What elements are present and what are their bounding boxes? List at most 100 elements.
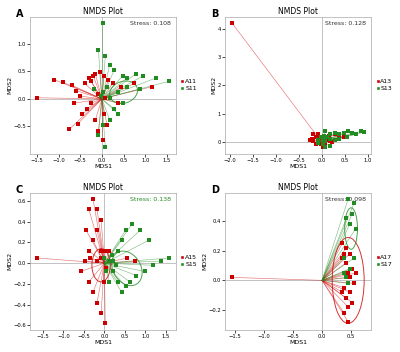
Point: [345, 128, 352, 134]
Point: [347, 275, 353, 280]
Point: [81, 81, 88, 86]
Point: [349, 211, 356, 216]
Point: [86, 207, 92, 212]
Point: [352, 270, 359, 276]
Point: [347, 266, 353, 271]
Point: [103, 265, 110, 271]
Point: [336, 133, 342, 139]
Point: [106, 62, 113, 68]
Point: [124, 75, 130, 81]
Point: [345, 270, 351, 276]
Point: [90, 73, 96, 78]
Point: [324, 137, 330, 143]
Point: [111, 68, 117, 73]
Point: [66, 126, 72, 132]
Point: [111, 106, 117, 112]
Point: [336, 131, 342, 137]
Legend: A15, S15: A15, S15: [180, 254, 198, 268]
Point: [86, 75, 92, 81]
Point: [132, 71, 139, 77]
Point: [95, 128, 102, 134]
Title: NMDS Plot: NMDS Plot: [278, 183, 318, 192]
Point: [158, 258, 164, 264]
Point: [114, 279, 121, 285]
Point: [98, 248, 104, 253]
Point: [60, 80, 66, 85]
Point: [345, 304, 351, 310]
Point: [70, 100, 77, 106]
Point: [131, 81, 138, 86]
Point: [98, 93, 104, 99]
Y-axis label: MDS2: MDS2: [7, 76, 12, 94]
Point: [133, 273, 140, 278]
Text: Stress: 0.108: Stress: 0.108: [130, 21, 171, 26]
Point: [106, 258, 112, 264]
Point: [321, 143, 327, 149]
Point: [129, 221, 136, 227]
Point: [322, 136, 329, 142]
Point: [347, 289, 353, 295]
Point: [320, 139, 326, 144]
Point: [106, 248, 112, 253]
Point: [51, 77, 58, 82]
Point: [141, 269, 148, 274]
Point: [339, 255, 346, 261]
Point: [320, 139, 326, 144]
Point: [106, 279, 112, 285]
Point: [310, 138, 317, 144]
Point: [332, 130, 338, 136]
Point: [100, 122, 106, 128]
Point: [34, 95, 40, 101]
Point: [102, 95, 108, 101]
Text: Stress: 0.138: Stress: 0.138: [130, 197, 171, 202]
Point: [124, 84, 130, 89]
Text: C: C: [16, 184, 23, 195]
Point: [318, 134, 324, 140]
Point: [341, 134, 347, 140]
Point: [73, 88, 79, 93]
Point: [137, 227, 144, 233]
Point: [322, 128, 329, 134]
Point: [315, 138, 321, 144]
Point: [114, 248, 121, 253]
Point: [308, 136, 315, 142]
Point: [320, 134, 326, 140]
Point: [344, 134, 350, 140]
Point: [332, 137, 338, 143]
Point: [95, 92, 102, 97]
Point: [351, 255, 357, 261]
Point: [102, 248, 108, 253]
Point: [343, 275, 350, 280]
Point: [101, 112, 107, 117]
Y-axis label: MDS2: MDS2: [211, 76, 216, 94]
Point: [105, 77, 112, 82]
Point: [310, 131, 317, 137]
Point: [327, 143, 333, 149]
Point: [124, 255, 130, 261]
Point: [150, 263, 156, 268]
Point: [68, 82, 75, 88]
Point: [104, 84, 110, 89]
Point: [122, 283, 129, 289]
Title: NMDS Plot: NMDS Plot: [278, 7, 318, 16]
X-axis label: MDS1: MDS1: [94, 340, 112, 345]
Point: [100, 89, 106, 95]
Point: [313, 134, 320, 140]
Point: [115, 112, 122, 117]
Point: [153, 75, 159, 81]
Point: [98, 310, 104, 316]
Point: [327, 136, 333, 142]
Point: [352, 226, 359, 231]
Point: [100, 279, 107, 285]
Point: [321, 133, 327, 139]
Point: [341, 310, 347, 316]
Point: [110, 258, 117, 264]
Point: [104, 122, 110, 128]
Point: [94, 258, 100, 264]
Point: [343, 295, 350, 301]
Point: [110, 269, 117, 274]
Point: [322, 138, 329, 144]
Point: [345, 319, 351, 325]
Point: [332, 131, 338, 137]
Point: [90, 289, 96, 295]
